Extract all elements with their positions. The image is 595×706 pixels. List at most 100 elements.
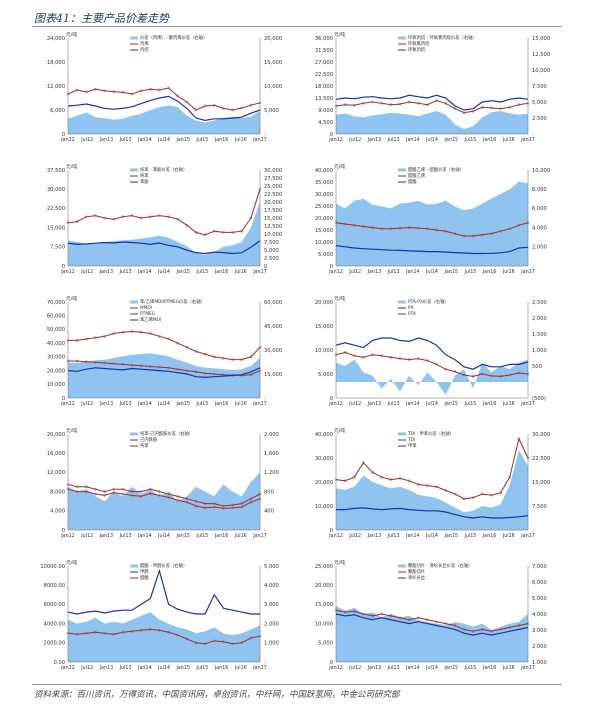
x-tick-label: Jan14 xyxy=(137,665,152,671)
series-point xyxy=(222,231,225,234)
legend-label: 纯苯 xyxy=(140,172,149,179)
series-point xyxy=(203,104,207,108)
series-point xyxy=(185,345,189,349)
series-point xyxy=(194,504,198,508)
series-line xyxy=(68,360,261,376)
series-point xyxy=(194,350,198,353)
legend-label: PTA-PX价差（右轴） xyxy=(408,298,449,305)
y2-tick-label: 15,000 xyxy=(264,216,282,222)
series-point xyxy=(130,92,134,96)
series-point xyxy=(453,370,457,373)
figure-title: 图表41：主要产品价差走势 xyxy=(34,12,169,25)
series-point xyxy=(94,487,97,491)
x-tick-label: Jan17 xyxy=(252,269,267,275)
series-area xyxy=(68,472,260,530)
legend-swatch xyxy=(398,168,406,172)
x-tick-label: Jan13 xyxy=(99,665,114,671)
series-point xyxy=(139,216,143,220)
x-tick-label: Jul14 xyxy=(425,269,438,275)
legend-label: 醋酸 - 甲醇价差（右轴） xyxy=(140,562,187,569)
series-point xyxy=(103,490,106,493)
series-point xyxy=(231,642,234,646)
y-tick-label: 37,500 xyxy=(47,168,65,174)
x-tick-label: Jan12 xyxy=(60,401,75,407)
chart-svg: 元/吨 0 5,000 10,000 15,000 20,000 25,000 1,000 2,… xyxy=(315,559,547,671)
series-point xyxy=(130,363,134,367)
series-point xyxy=(158,365,161,369)
series-point xyxy=(389,478,393,481)
series-point xyxy=(212,502,216,505)
x-tick-label: Jan15 xyxy=(175,665,190,671)
legend-label: PTMEG xyxy=(140,311,155,317)
y2-tick-label: 3,000 xyxy=(532,628,547,634)
series-point xyxy=(343,351,347,354)
x-tick-label: Jan14 xyxy=(137,533,152,539)
legend-swatch xyxy=(130,300,138,304)
series-point xyxy=(352,354,356,358)
y-tick-label: 0 xyxy=(330,528,333,534)
x-tick-label: Jan12 xyxy=(60,269,75,275)
series-point xyxy=(462,497,466,501)
legend-swatch xyxy=(398,432,406,436)
series-point xyxy=(240,502,244,505)
series-point xyxy=(444,101,448,105)
chart-panel-7: 元/吨 0 4,000 8,000 12,000 16,000 20,000 - 400 800 1… xyxy=(30,424,295,549)
x-tick-label: Jul12 xyxy=(80,269,93,275)
series-area xyxy=(68,105,260,134)
y-tick-label: 10,000 xyxy=(47,382,65,388)
series-point xyxy=(130,330,134,333)
series-line xyxy=(67,87,261,111)
y-tick-label: 0 xyxy=(62,264,65,270)
series-point xyxy=(352,223,356,227)
y2-tick-label: 15,000 xyxy=(532,480,550,486)
series-point xyxy=(167,337,170,341)
x-tick-label: Jan15 xyxy=(443,137,458,143)
x-tick-label: Jan15 xyxy=(443,533,458,539)
x-tick-label: Jul16 xyxy=(234,137,247,143)
legend-label: 环氧丙烷 xyxy=(408,46,426,53)
series-point xyxy=(462,111,466,115)
series-point xyxy=(398,477,402,480)
chart-panel-9: 元/吨 0.00 2000.00 4000.00 6000.00 8000.00 10000… xyxy=(30,556,295,681)
x-tick-label: Jan14 xyxy=(405,137,420,143)
series-point xyxy=(426,227,429,231)
legend-swatch xyxy=(398,300,406,304)
series-point xyxy=(480,233,484,237)
y2-tick-label: - xyxy=(532,264,534,270)
x-tick-label: Jan16 xyxy=(214,269,229,275)
series-point xyxy=(94,492,97,496)
y-tick-label: 40,000 xyxy=(315,432,333,438)
y-tick-label: 36,000 xyxy=(315,36,333,42)
series-point xyxy=(148,628,152,631)
y2-tick-label: 15,000 xyxy=(532,36,550,42)
series-line xyxy=(67,240,261,255)
x-tick-label: Jan12 xyxy=(328,665,343,671)
x-tick-label: Jul12 xyxy=(80,401,93,407)
y-tick-label: 18,000 xyxy=(47,60,65,66)
x-tick-label: Jan16 xyxy=(482,137,497,143)
y2-tick-label: - xyxy=(264,132,266,138)
series-point xyxy=(139,330,143,334)
series-line xyxy=(335,222,529,237)
series-point xyxy=(499,229,502,233)
legend-label: TDI xyxy=(407,437,415,443)
y-tick-label: 20,000 xyxy=(47,368,65,374)
series-point xyxy=(194,231,198,234)
series-point xyxy=(203,233,207,237)
y2-tick-label: 17,500 xyxy=(264,208,282,214)
x-tick-label: Jul16 xyxy=(502,665,515,671)
series-point xyxy=(194,370,198,374)
series-point xyxy=(453,107,457,111)
legend-label: 苯/乙烯MDI/PTMEG价差（右轴） xyxy=(140,298,205,305)
series-point xyxy=(84,215,88,219)
series-point xyxy=(75,490,79,493)
y-tick-label: 30,000 xyxy=(47,187,65,193)
y-tick-label: 5,000 xyxy=(318,252,333,258)
y2-tick-label: 2,000 xyxy=(532,644,547,650)
series-point xyxy=(380,227,384,231)
legend-label: 环氧氯丙烷 xyxy=(408,40,430,47)
series-point xyxy=(203,506,207,510)
series-point xyxy=(416,101,420,105)
x-tick-label: Jan15 xyxy=(443,665,458,671)
unit-label: 元/吨 xyxy=(66,163,77,170)
